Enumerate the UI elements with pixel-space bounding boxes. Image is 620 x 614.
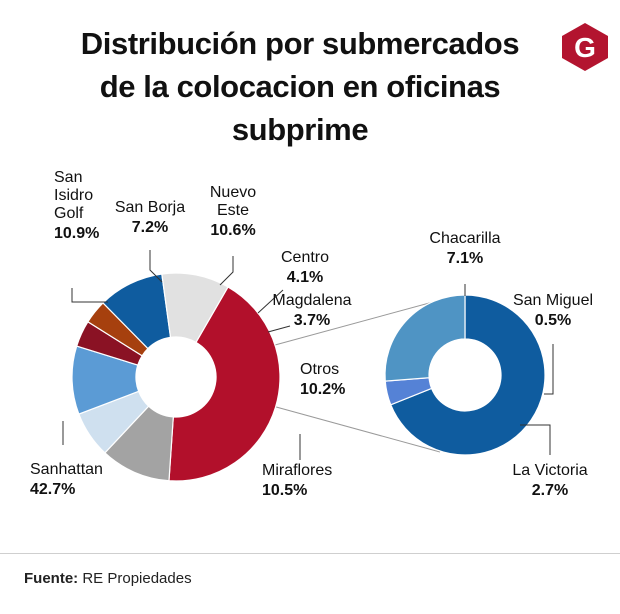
title-line-2: de la colocacion en oficinas xyxy=(99,69,501,104)
donut2-slice-chacarilla xyxy=(389,294,546,456)
source-note: Fuente: RE Propiedades xyxy=(24,570,192,587)
connector-line-top xyxy=(274,295,456,346)
donut2-label-san-miguel: San Miguel xyxy=(513,292,593,309)
donut1-label-sanhattan: Sanhattan xyxy=(30,461,103,478)
title-line-3: subprime xyxy=(231,112,369,147)
donut1-value-sanhattan: 42.7% xyxy=(30,481,75,498)
donut2-leader-la-victoria xyxy=(520,424,551,455)
logo-letter: G xyxy=(574,32,596,63)
donut2-value-chacarilla: 7.1% xyxy=(447,250,483,267)
g-logo-icon: G xyxy=(562,23,608,71)
donut1-value-san-borja: 7.2% xyxy=(132,219,168,236)
donut1-label-magdalena: Magdalena xyxy=(272,292,351,309)
donut2-slice-la-victoria xyxy=(384,294,466,382)
source-text: RE Propiedades xyxy=(82,570,192,587)
donut1-label-miraflores: Miraflores xyxy=(262,462,332,479)
donut2-label-la-victoria: La Victoria xyxy=(512,462,587,479)
donut1-value-san-isidro-golf: 10.9% xyxy=(54,225,99,242)
donut1-label-san-borja: San Borja xyxy=(115,199,185,216)
connector-line-bottom xyxy=(257,401,441,453)
donut2-leader-san-miguel xyxy=(544,344,554,395)
donut1-label-san-isidro-golf: San Isidro Golf xyxy=(54,169,93,222)
donut1-leader-magdalena xyxy=(267,325,291,333)
donut1-value-centro: 4.1% xyxy=(287,269,323,286)
chart-title: Distribución por submercados de la coloc… xyxy=(40,22,560,151)
donut1-value-nuevo-este: 10.6% xyxy=(210,222,255,239)
donut1-slice-miraflores xyxy=(161,272,229,344)
donut2-label-chacarilla: Chacarilla xyxy=(429,230,500,247)
donut1-leader-san-isidro-golf xyxy=(71,288,108,303)
donut1-leader-san-borja xyxy=(149,250,163,283)
footer-divider xyxy=(0,553,620,554)
source-label: Fuente: xyxy=(24,570,79,587)
donut1-value-miraflores: 10.5% xyxy=(262,482,307,499)
donut1-label-nuevo-este: Nuevo Este xyxy=(210,184,256,219)
donut1-label-otros: Otros xyxy=(300,361,339,378)
donut1-value-otros: 10.2% xyxy=(300,381,345,398)
donut1-slice-sanhattan xyxy=(168,286,281,482)
donut-charts: Sanhattan 42.7% San Isidro Golf 10.9% San Borj… xyxy=(30,169,593,499)
donut1-leader-nuevo-este xyxy=(219,256,234,286)
donut2-value-san-miguel: 0.5% xyxy=(535,312,571,329)
title-line-1: Distribución por submercados xyxy=(80,26,520,61)
logo-hexagon xyxy=(562,23,608,71)
donut2-value-la-victoria: 2.7% xyxy=(532,482,568,499)
donut1-leader-centro xyxy=(257,289,284,314)
donut1-value-magdalena: 3.7% xyxy=(294,312,330,329)
donut1-label-centro: Centro xyxy=(281,249,329,266)
